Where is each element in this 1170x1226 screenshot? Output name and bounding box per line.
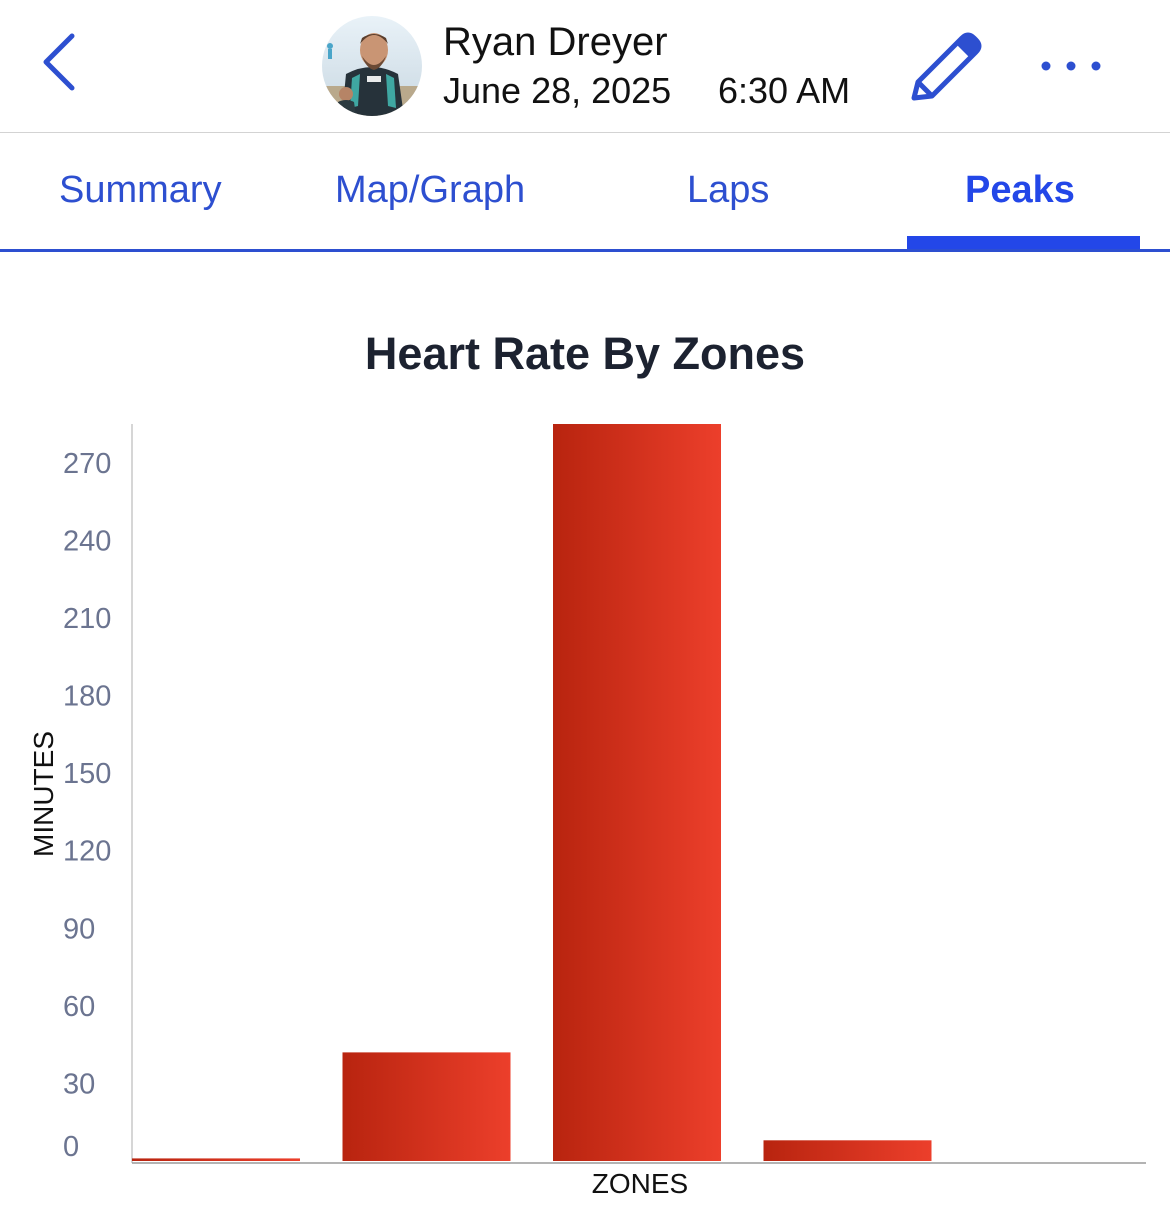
zone-bar-4[interactable] — [763, 1140, 932, 1161]
tab-bar: Summary Map/Graph Laps Peaks — [0, 133, 1170, 252]
back-button[interactable] — [30, 22, 90, 102]
y-tick-label: 120 — [63, 836, 111, 868]
chevron-left-icon — [43, 33, 75, 91]
tab-map-graph[interactable]: Map/Graph — [335, 169, 526, 211]
tab-peaks[interactable]: Peaks — [965, 169, 1075, 211]
edit-button[interactable] — [904, 28, 986, 106]
active-tab-indicator — [907, 236, 1140, 249]
zone-bar-2[interactable] — [342, 1052, 511, 1161]
user-name: Ryan Dreyer — [443, 20, 668, 64]
y-axis-label: MINUTES — [28, 731, 59, 857]
tab-laps[interactable]: Laps — [687, 169, 770, 211]
x-axis-label: ZONES — [592, 1168, 688, 1199]
y-tick-label: 90 — [63, 913, 95, 945]
y-tick-label: 0 — [63, 1131, 79, 1163]
y-tick-label: 240 — [63, 525, 111, 557]
y-tick-label: 210 — [63, 603, 111, 635]
more-options-button[interactable] — [1036, 48, 1106, 84]
zone-bar-3[interactable] — [553, 424, 721, 1161]
activity-header: Ryan Dreyer June 28, 2025 6:30 AM — [0, 0, 1170, 133]
ellipsis-icon — [1041, 61, 1101, 71]
y-tick-label: 60 — [63, 991, 95, 1023]
y-tick-label: 150 — [63, 758, 111, 790]
zone-bar-1[interactable] — [132, 1158, 300, 1161]
chart-title: Heart Rate By Zones — [364, 328, 806, 379]
y-tick-label: 30 — [63, 1068, 95, 1100]
y-tick-label: 270 — [63, 448, 111, 480]
tab-summary[interactable]: Summary — [59, 169, 222, 211]
pencil-icon — [911, 32, 982, 101]
activity-time: 6:30 AM — [718, 70, 851, 111]
y-tick-label: 180 — [63, 681, 111, 713]
activity-date: June 28, 2025 — [443, 70, 672, 111]
